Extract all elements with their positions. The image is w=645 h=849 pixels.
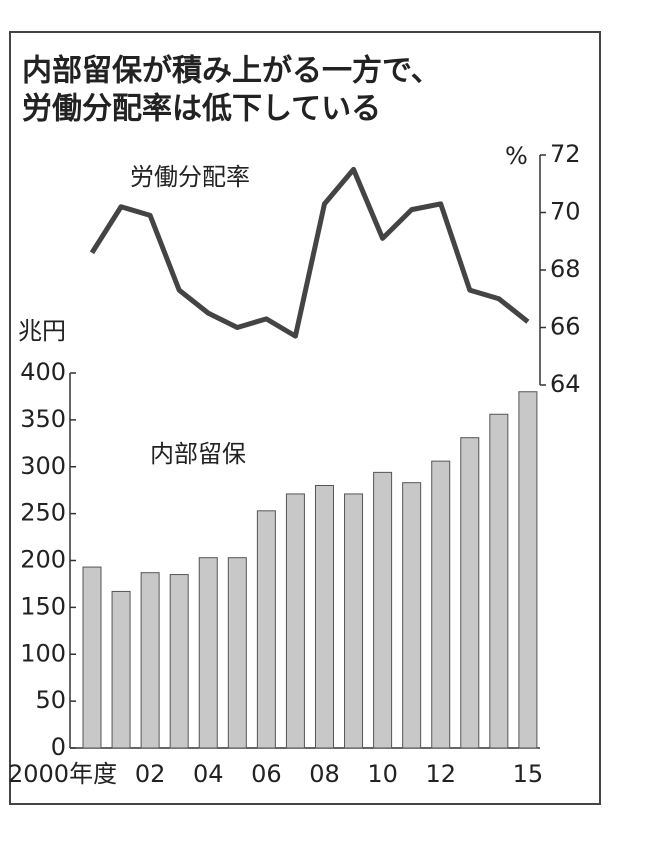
bar: [344, 493, 364, 749]
line: [89, 166, 530, 339]
x-tick-label: 12: [425, 760, 456, 788]
y2-tick-label: 70: [550, 198, 581, 226]
y2-tick-label: 72: [550, 140, 581, 168]
y-tick-label: 400: [20, 358, 66, 386]
y-tick-label: 350: [20, 405, 66, 433]
bar: [314, 485, 334, 749]
x-tick-label: 15: [513, 760, 544, 788]
x-tick-label: 02: [135, 760, 166, 788]
bar: [518, 391, 538, 749]
y-tick-label: 50: [35, 686, 66, 714]
bar: [140, 572, 160, 749]
y2-tick-label: 64: [550, 370, 581, 398]
bar: [402, 482, 422, 749]
y-tick-label: 250: [20, 499, 66, 527]
bar: [285, 493, 305, 749]
x-tick-label: 10: [367, 760, 398, 788]
bar: [198, 557, 218, 749]
y-tick-label: 0: [51, 733, 66, 761]
bar: [111, 590, 131, 749]
bar: [256, 510, 276, 749]
x-tick-label: 2000年度: [8, 760, 117, 788]
bar: [227, 557, 247, 749]
series-label: 労働分配率: [130, 163, 250, 191]
bar: [169, 574, 189, 749]
chart-title: 内部留保が積み上がる一方で、: [22, 54, 441, 89]
bar: [460, 437, 480, 749]
y-tick-label: 200: [20, 546, 66, 574]
y2-tick-label: 66: [550, 313, 581, 341]
y-tick-label: 150: [20, 592, 66, 620]
x-tick-label: 08: [309, 760, 340, 788]
y-tick-label: 100: [20, 639, 66, 667]
x-tick-label: 04: [193, 760, 224, 788]
y-unit: 兆円: [18, 317, 66, 345]
series-label: 内部留保: [150, 440, 246, 468]
bar: [373, 471, 393, 749]
y2-unit: %: [505, 142, 528, 170]
bar: [431, 460, 451, 749]
bar: [82, 566, 102, 749]
frame: [9, 31, 601, 805]
y-tick-label: 300: [20, 452, 66, 480]
bar: [489, 413, 509, 749]
x-tick-label: 06: [251, 760, 282, 788]
chart-title: 労働分配率は低下している: [22, 92, 381, 127]
y2-tick-label: 68: [550, 255, 581, 283]
